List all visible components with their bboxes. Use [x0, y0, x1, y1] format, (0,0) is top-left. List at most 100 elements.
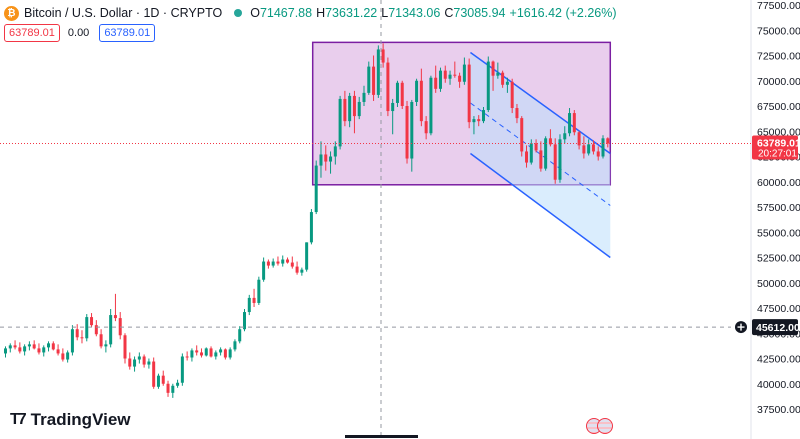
candle-body [190, 350, 194, 358]
countdown-label: 20:27:01 [758, 148, 797, 159]
price-tick-label: 75000.00 [757, 25, 800, 37]
price-tick-label: 52500.00 [757, 253, 800, 265]
candle-body [482, 110, 485, 122]
buy-price-button[interactable]: 63789.01 [99, 24, 156, 42]
time-scroll-handle[interactable] [345, 435, 418, 438]
candle-body [448, 74, 452, 79]
candle-body [51, 343, 55, 350]
close-label: C [444, 6, 454, 20]
tradingview-logo[interactable]: T7 TradingView [10, 410, 131, 430]
market-open-dot-icon [234, 9, 243, 17]
candle-body [314, 165, 318, 213]
candle-body [276, 261, 280, 264]
candle-body [66, 352, 70, 360]
candle-body [42, 347, 46, 353]
candle-body [309, 212, 313, 243]
candle-body [257, 279, 261, 303]
candle-body [180, 356, 184, 383]
candle-body [238, 329, 242, 342]
price-tick-label: 72500.00 [757, 51, 800, 63]
candle-body [185, 356, 189, 358]
candle-body [443, 70, 447, 79]
change-value: +1616.42 (+2.26%) [509, 6, 617, 20]
candle-body [558, 139, 562, 180]
candle-body [23, 346, 27, 352]
candle-body [438, 70, 442, 89]
candle-body [477, 119, 481, 122]
candle-body [520, 118, 524, 152]
price-tick-label: 42500.00 [757, 354, 800, 366]
candle-body [247, 297, 251, 313]
candle-body [209, 348, 213, 357]
candle-body [166, 383, 170, 393]
candle-body [472, 119, 476, 123]
candle-body [372, 66, 376, 95]
candle-body [386, 62, 390, 112]
candle-body [61, 353, 65, 360]
candle-body [18, 347, 22, 352]
candle-body [415, 80, 419, 102]
region-flags[interactable] [586, 418, 613, 434]
price-tick-label: 70000.00 [757, 76, 800, 88]
candle-body [56, 349, 60, 354]
current-price-badge [752, 135, 798, 160]
candle-body [243, 312, 246, 330]
candle-body [204, 348, 208, 356]
candle-body [319, 154, 323, 166]
crosshair-price-badge [752, 319, 798, 336]
candle-body [161, 375, 165, 384]
candle-body [113, 315, 117, 319]
candle-body [156, 375, 160, 387]
candle-body [395, 82, 399, 103]
overlay-lines [0, 0, 751, 435]
low-label: L [381, 6, 389, 20]
candle-body [410, 101, 414, 159]
candle-body [4, 348, 7, 354]
candle-body [128, 358, 132, 367]
candle-body [195, 350, 199, 353]
candle-body [80, 337, 84, 339]
candle-body [333, 146, 337, 157]
candle-body [133, 359, 137, 367]
candle-body [286, 259, 290, 263]
sell-price-button[interactable]: 63789.01 [4, 24, 60, 42]
candle-body [534, 143, 538, 151]
candle-body [400, 82, 404, 106]
candle-body [252, 297, 256, 303]
plus-glyph-icon [737, 323, 745, 331]
low-value: 71343.06 [388, 6, 441, 20]
candle-body [352, 95, 356, 117]
price-tick-label: 50000.00 [757, 278, 800, 290]
logo-text: TradingView [30, 410, 131, 429]
channel-mid-line[interactable] [470, 102, 611, 206]
symbol-name[interactable]: Bitcoin / U.S. Dollar · 1D · CRYPTO [24, 6, 223, 20]
candle-body [419, 80, 423, 122]
price-axis[interactable]: 37500.0040000.0042500.0045000.0047500.00… [735, 0, 800, 416]
candle-body [577, 132, 581, 146]
channel-lower-line[interactable] [469, 152, 611, 259]
candle-body [429, 77, 433, 134]
candle-body [515, 108, 519, 119]
close-value: 73085.94 [453, 6, 506, 20]
candle-body [223, 349, 227, 358]
candle-body [525, 151, 529, 163]
candle-body [137, 356, 141, 360]
candle-body [262, 261, 266, 280]
candle-body [295, 266, 299, 273]
candle-body [75, 329, 79, 338]
current-price-label: 63789.01 [757, 137, 800, 149]
candle-body [338, 98, 342, 147]
candles [4, 43, 610, 398]
candle-body [228, 349, 232, 358]
candle-body [281, 259, 285, 264]
candle-body [434, 77, 438, 89]
price-tick-label: 57500.00 [757, 202, 800, 214]
candle-body [47, 343, 51, 348]
high-label: H [316, 6, 326, 20]
drawings-layer [311, 41, 612, 259]
tradingview-mark-icon: T7 [10, 411, 27, 428]
candle-body [606, 138, 610, 144]
candle-body [123, 335, 127, 359]
candle-body [453, 74, 457, 76]
